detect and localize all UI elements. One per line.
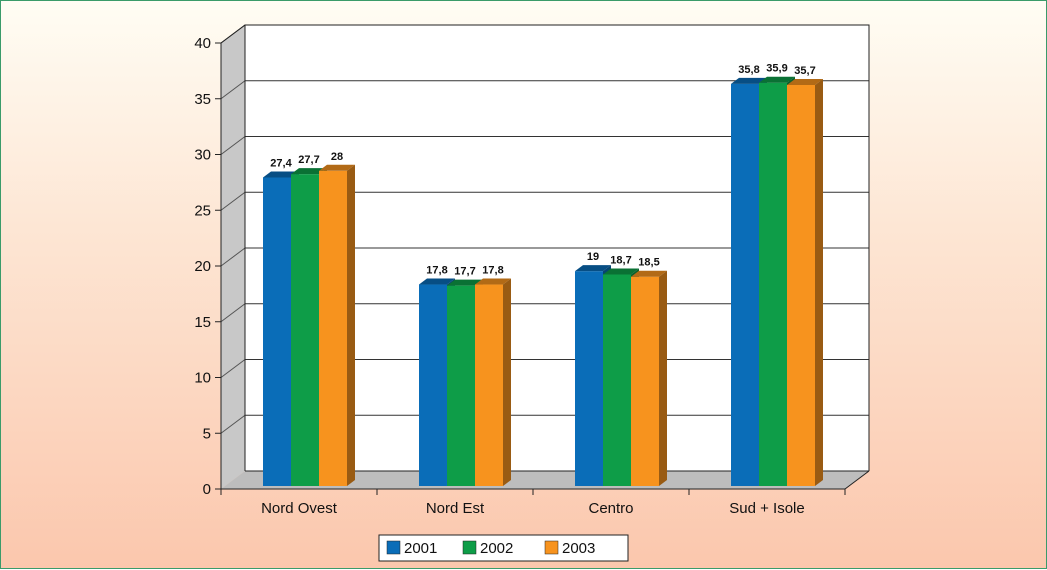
data-label: 17,8 <box>482 265 503 277</box>
data-label: 35,9 <box>766 63 787 75</box>
bar-top <box>263 171 299 178</box>
legend: 2001 2002 2003 <box>378 534 629 562</box>
y-tick-label: 40 <box>194 35 211 52</box>
legend-swatch-2002 <box>462 540 477 555</box>
data-label: 35,7 <box>794 65 815 77</box>
bar-top <box>475 278 511 285</box>
legend-box <box>378 534 629 562</box>
legend-swatch-2003 <box>544 540 559 555</box>
data-label: 27,4 <box>270 157 292 169</box>
bar-side <box>659 270 667 486</box>
y-tick-label: 15 <box>194 314 211 331</box>
bar-front <box>575 271 603 486</box>
category-label: Nord Est <box>426 500 485 517</box>
data-label: 18,5 <box>638 257 659 269</box>
bar-side <box>347 164 355 487</box>
data-label: 18,7 <box>610 254 631 266</box>
bar-side <box>503 278 511 486</box>
y-tick-label: 5 <box>203 425 211 442</box>
bar-top <box>447 279 483 286</box>
y-tick-label: 35 <box>194 91 211 108</box>
bar-front <box>631 276 659 486</box>
bar-front <box>731 83 759 486</box>
bar-front <box>447 285 475 486</box>
gridline-side <box>220 303 246 323</box>
gridline-side <box>220 247 246 267</box>
bar-top <box>759 76 795 83</box>
bar-front <box>759 82 787 486</box>
bar-top <box>291 168 327 175</box>
gridline-side <box>220 136 246 155</box>
bars <box>263 76 823 487</box>
y-tick-label: 20 <box>194 258 211 275</box>
y-tick-labels: 0 5 10 15 20 25 30 35 40 <box>194 35 211 498</box>
bar-front <box>419 284 447 486</box>
legend-label-2001: 2001 <box>404 540 437 557</box>
bar-front <box>263 177 291 487</box>
legend-swatch-2001 <box>386 540 401 555</box>
legend-label-2003: 2003 <box>562 540 595 557</box>
gridline-side <box>220 359 246 378</box>
category-label: Nord Ovest <box>261 500 338 517</box>
bar-2003-nord-est <box>475 278 511 486</box>
bar-2003-centro <box>631 270 667 486</box>
bar-top <box>631 270 667 277</box>
legend-label-2002: 2002 <box>480 540 513 557</box>
data-label: 17,8 <box>426 265 447 277</box>
bar-top <box>319 164 355 171</box>
bar-top <box>787 78 823 85</box>
data-label: 19 <box>587 251 599 263</box>
y-tick-label: 25 <box>194 202 211 219</box>
bar-front <box>319 170 347 487</box>
data-labels: 27,4 27,7 28 17,8 17,7 17,8 19 18,7 18,5 35,8 35,9… <box>270 63 815 278</box>
bar-side <box>815 78 823 486</box>
category-label: Centro <box>588 500 633 517</box>
y-tick-label: 30 <box>194 147 211 164</box>
bar-front <box>603 274 631 486</box>
bar-top <box>603 268 639 275</box>
data-label: 35,8 <box>738 64 759 76</box>
category-labels: Nord Ovest Nord Est Centro Sud + Isole <box>261 500 805 517</box>
bar-2003-sud-isole <box>787 78 823 486</box>
gridline-side <box>220 191 246 211</box>
bar-2003-nord-ovest <box>319 164 355 487</box>
gridline-side <box>220 80 246 100</box>
bar-top <box>731 77 767 84</box>
bar-front <box>291 174 319 486</box>
data-label: 27,7 <box>298 154 319 166</box>
bar-top <box>575 265 611 272</box>
bar-top <box>419 278 455 285</box>
gridline-side <box>220 414 246 434</box>
y-tick-label: 10 <box>194 370 211 387</box>
y-tick-label: 0 <box>203 481 211 498</box>
data-label: 28 <box>331 151 343 163</box>
bar-front <box>787 84 815 486</box>
axes <box>215 42 846 495</box>
bar-front <box>475 284 503 486</box>
data-label: 17,7 <box>454 266 475 278</box>
category-label: Sud + Isole <box>729 500 804 517</box>
floor <box>221 471 869 489</box>
